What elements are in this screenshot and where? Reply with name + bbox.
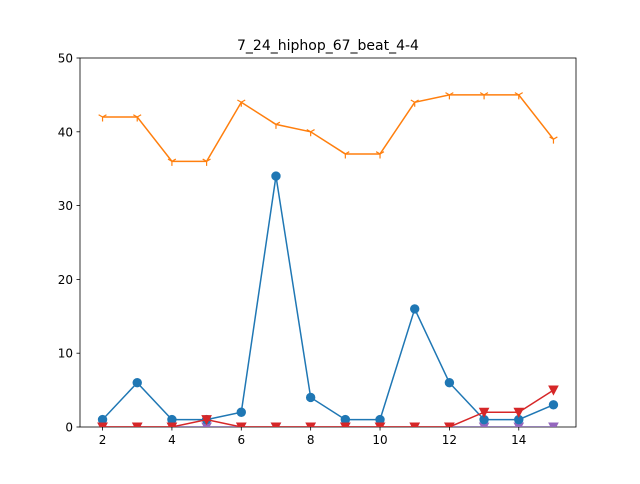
data-point [341, 151, 350, 159]
series-line [102, 389, 554, 427]
x-tick-label: 6 [237, 433, 245, 447]
data-point [201, 415, 212, 426]
data-point [548, 385, 559, 396]
data-point [132, 378, 142, 388]
data-point [133, 114, 142, 122]
data-point [445, 92, 454, 100]
data-point [236, 407, 246, 417]
series-0 [97, 171, 559, 425]
axes: 2 4 6 8 10 12 14 0 10 20 30 40 50 [58, 52, 577, 447]
series-line [101, 175, 554, 421]
data-point [340, 422, 351, 427]
x-tick-label: 4 [168, 433, 176, 447]
data-point [270, 422, 282, 427]
data-point [549, 136, 558, 144]
data-point [375, 151, 385, 159]
data-point [479, 92, 489, 100]
plot-frame [79, 57, 577, 428]
data-point [166, 422, 178, 427]
data-point [409, 422, 421, 427]
data-point [548, 400, 559, 410]
data-point [514, 92, 523, 100]
data-point [202, 158, 211, 166]
data-point [444, 422, 455, 427]
x-tick-label: 14 [511, 433, 526, 447]
x-tick-label: 12 [442, 433, 457, 447]
data-point [97, 422, 108, 427]
data-point [167, 158, 177, 166]
data-point [410, 304, 420, 314]
series-1 [98, 92, 558, 166]
plot-area [97, 92, 559, 427]
data-point [444, 378, 455, 388]
data-point [98, 114, 107, 122]
data-point [374, 422, 386, 427]
data-point [271, 121, 281, 129]
data-point [305, 422, 316, 427]
data-point [513, 407, 525, 418]
y-tick-label: 50 [58, 52, 73, 66]
y-tick-label: 20 [58, 273, 73, 287]
data-point [235, 422, 247, 427]
y-tick-label: 10 [58, 347, 73, 361]
data-point [271, 171, 281, 181]
x-tick-label: 2 [99, 433, 107, 447]
data-point [478, 407, 490, 418]
y-tick-label: 40 [58, 125, 73, 139]
data-point [131, 422, 143, 427]
data-point [548, 422, 559, 427]
data-point [237, 99, 246, 107]
x-tick-label: 8 [307, 433, 315, 447]
series-3 [97, 385, 559, 427]
y-tick-label: 30 [58, 199, 73, 213]
series-line [102, 94, 555, 163]
data-point [410, 99, 419, 107]
x-tick-label: 10 [372, 433, 387, 447]
y-tick-label: 0 [65, 421, 73, 435]
chart-title: 7_24_hiphop_67_beat_4-4 [237, 38, 419, 54]
data-point [306, 129, 315, 137]
data-point [305, 392, 316, 403]
